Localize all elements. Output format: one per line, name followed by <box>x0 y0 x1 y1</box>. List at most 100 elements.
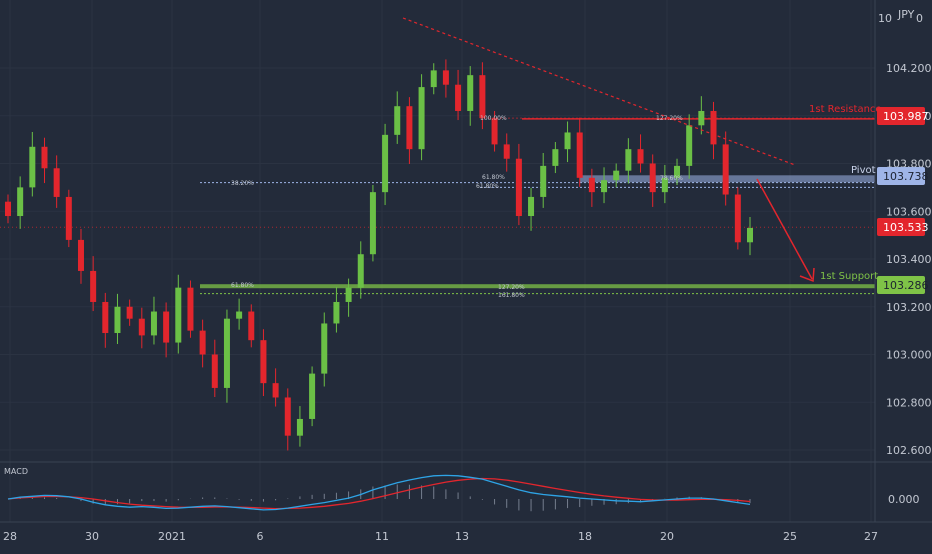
candle-body <box>102 301 109 334</box>
candle-body <box>710 110 717 145</box>
macd-line <box>7 474 751 511</box>
resistance-label: 1st Resistance <box>809 104 882 115</box>
candle-body <box>637 149 644 164</box>
candle-body <box>698 110 705 126</box>
candle-body <box>175 287 182 343</box>
candle-body <box>17 187 24 217</box>
candle-body <box>333 301 340 324</box>
candle-body <box>747 227 753 243</box>
fib-label-100: 100.00% <box>480 115 507 122</box>
price-tick-label: 104.200 <box>886 62 932 75</box>
candle-body <box>223 318 230 388</box>
candle-body <box>430 70 437 88</box>
candle-body <box>528 196 535 217</box>
macd-zero-tick: 0.000 <box>888 493 920 506</box>
candle-body <box>284 397 291 436</box>
candle-body <box>41 146 48 169</box>
candle-body <box>394 106 401 135</box>
support-price: 103.286 <box>883 279 929 292</box>
candle-body <box>260 340 267 384</box>
support-label: 1st Support <box>820 271 878 282</box>
candle-body <box>503 144 510 159</box>
time-tick-label: 27 <box>864 530 878 543</box>
grid-lines <box>0 0 875 522</box>
price-tick-label: 102.600 <box>886 444 932 457</box>
price-tick-label: 103.200 <box>886 301 932 314</box>
candle-body <box>5 201 11 217</box>
candle-body <box>649 163 656 193</box>
pivot-label: Pivot <box>851 165 876 176</box>
fib-label-1618-support: 161.80% <box>498 292 525 299</box>
projection-arrow-head <box>799 267 815 283</box>
symbol-label: JPY <box>897 8 915 21</box>
candle-body <box>321 323 328 374</box>
last-price-tag <box>877 218 925 236</box>
candle-body <box>734 194 741 243</box>
annotations <box>402 17 815 283</box>
candle-body <box>722 144 729 195</box>
fib-label-618-pivot-b: 61.80% <box>476 183 499 190</box>
candle-body <box>53 168 60 197</box>
descending-trendline <box>402 17 796 166</box>
fib-label-618-pivot: 61.80% <box>482 174 505 181</box>
candle-body <box>540 165 547 197</box>
fib-label-127-resistance: 127.20% <box>656 115 683 122</box>
time-tick-label: 30 <box>85 530 99 543</box>
fib-label-382: 38.20% <box>231 180 254 187</box>
candle-body <box>199 330 206 355</box>
candle-body <box>552 149 559 166</box>
last-price: 103.533 <box>883 221 929 234</box>
candle-body <box>296 418 303 436</box>
candle-body <box>150 311 157 336</box>
candle-body <box>163 311 170 343</box>
fib-label-786: 78.60% <box>660 175 683 182</box>
candle-body <box>114 306 121 334</box>
candle-body <box>345 287 352 302</box>
candle-body <box>406 106 413 150</box>
candle-body <box>661 177 668 193</box>
time-axis-ticks: 28 30 2021 6 11 13 18 20 25 27 <box>3 530 878 543</box>
candlestick-series <box>5 59 753 451</box>
time-tick-label: 28 <box>3 530 17 543</box>
candle-body <box>369 192 376 255</box>
candle-body <box>455 84 462 111</box>
candle-body <box>674 165 681 178</box>
candle-body <box>491 118 498 145</box>
time-tick-label: 25 <box>783 530 797 543</box>
macd-label: MACD <box>4 467 28 476</box>
time-tick-label: 20 <box>660 530 674 543</box>
price-axis-cut-label: 10 <box>878 12 892 25</box>
fib-label-127-support: 127.20% <box>498 284 525 291</box>
candle-body <box>138 318 145 336</box>
candle-body <box>515 158 522 217</box>
signal-line <box>7 477 751 510</box>
candle-body <box>126 306 133 319</box>
candle-body <box>479 75 486 119</box>
candle-body <box>625 149 632 171</box>
candle-body <box>564 132 571 150</box>
pivot-price: 103.738 <box>883 170 929 183</box>
time-tick-label: 2021 <box>158 530 186 543</box>
time-tick-label: 6 <box>257 530 264 543</box>
pivot-price-tag <box>877 167 925 185</box>
fib-label-618-support: 61.80% <box>231 282 254 289</box>
candle-body <box>187 287 194 331</box>
candle-body <box>29 146 36 188</box>
macd-pane <box>7 474 751 512</box>
candle-body <box>686 125 693 166</box>
candle-body <box>65 196 72 240</box>
candle-body <box>588 177 595 193</box>
time-tick-label: 13 <box>455 530 469 543</box>
price-tick-label: 102.800 <box>886 396 932 409</box>
time-tick-label: 11 <box>375 530 389 543</box>
price-tick-label: 103.000 <box>886 349 932 362</box>
time-tick-label: 18 <box>578 530 592 543</box>
candle-body <box>382 134 389 193</box>
candle-body <box>357 254 364 288</box>
price-tick-label: 103.600 <box>886 205 932 218</box>
support-zone <box>200 284 875 289</box>
support-price-tag <box>877 276 925 294</box>
